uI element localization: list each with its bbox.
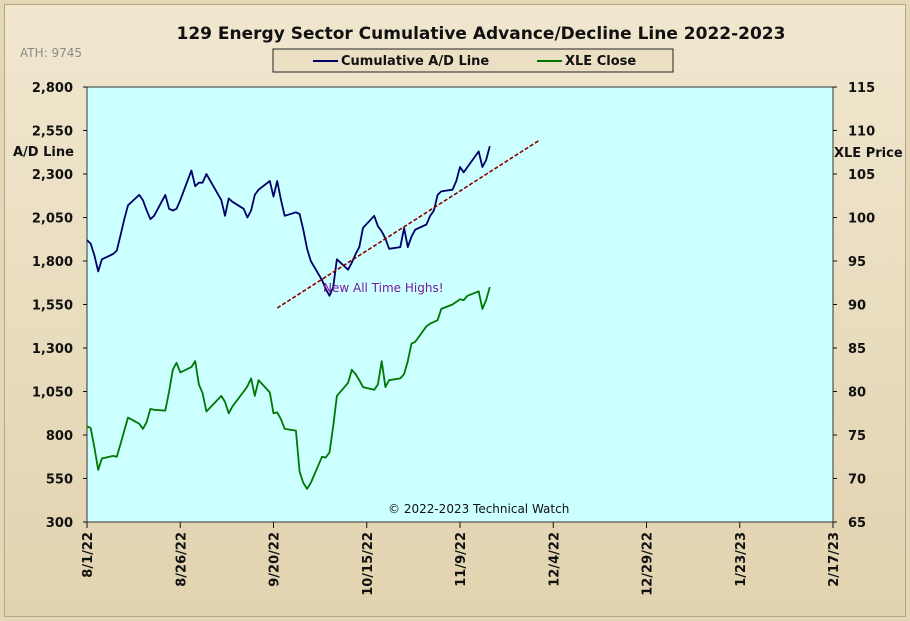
x-tick-label: 8/1/22 — [81, 532, 96, 578]
left-tick-label: 2,550 — [32, 125, 73, 140]
copyright-text: © 2022-2023 Technical Watch — [388, 502, 569, 516]
left-tick-label: 2,050 — [32, 212, 73, 227]
chart-svg: 129 Energy Sector Cumulative Advance/Dec… — [13, 24, 903, 596]
right-tick-label: 80 — [848, 386, 866, 401]
right-tick-label: 70 — [848, 473, 866, 488]
right-tick-label: 100 — [848, 212, 875, 227]
left-tick-label: 1,050 — [32, 386, 73, 401]
x-axis: 8/1/22 8/26/22 9/20/22 10/15/22 11/9/22 12/4/… — [81, 522, 842, 596]
left-tick-label: 2,800 — [32, 81, 73, 96]
right-axis: 65 70 75 80 85 90 95 100 105 110 115 — [833, 81, 875, 531]
right-tick-label: 90 — [848, 299, 866, 314]
annotation-new-highs: New All Time Highs! — [323, 281, 444, 295]
x-tick-label: 9/20/22 — [268, 532, 283, 587]
legend: Cumulative A/D Line XLE Close — [272, 48, 674, 73]
right-tick-label: 105 — [848, 168, 875, 183]
x-tick-label: 12/4/22 — [547, 532, 562, 587]
left-tick-label: 550 — [46, 473, 73, 488]
right-tick-label: 115 — [848, 81, 875, 96]
plot-area — [86, 86, 834, 523]
right-tick-label: 110 — [848, 125, 875, 140]
right-tick-label: 65 — [848, 516, 866, 531]
chart-title: 129 Energy Sector Cumulative Advance/Dec… — [177, 24, 786, 44]
legend-box — [272, 48, 674, 73]
ath-label: ATH: 9745 — [20, 46, 82, 60]
right-axis-label: XLE Price — [834, 146, 903, 161]
chart-frame: 129 Energy Sector Cumulative Advance/Dec… — [4, 4, 906, 617]
left-tick-label: 800 — [46, 429, 73, 444]
left-tick-label: 2,300 — [32, 168, 73, 183]
series-ad-line — [86, 145, 491, 297]
left-tick-label: 1,300 — [32, 342, 73, 357]
left-tick-label: 1,800 — [32, 255, 73, 270]
right-tick-label: 95 — [848, 255, 866, 270]
x-tick-label: 2/17/23 — [827, 532, 842, 587]
left-axis-label: A/D Line — [13, 145, 74, 160]
legend-label-ad-line: Cumulative A/D Line — [341, 54, 489, 69]
legend-label-xle-close: XLE Close — [565, 54, 636, 69]
x-tick-label: 8/26/22 — [174, 532, 189, 587]
series-xle-close — [86, 286, 491, 490]
x-tick-label: 1/23/23 — [734, 532, 749, 587]
left-tick-label: 300 — [46, 516, 73, 531]
series-trend-line — [276, 140, 539, 309]
series-group — [86, 140, 539, 490]
left-axis: 300 550 800 1,050 1,300 1,550 1,800 2,050 2,300 2… — [32, 81, 87, 531]
x-tick-label: 11/9/22 — [454, 532, 469, 587]
right-tick-label: 75 — [848, 429, 866, 444]
right-tick-label: 85 — [848, 342, 866, 357]
x-tick-label: 12/29/22 — [641, 532, 656, 596]
x-tick-label: 10/15/22 — [361, 532, 376, 596]
left-tick-label: 1,550 — [32, 299, 73, 314]
